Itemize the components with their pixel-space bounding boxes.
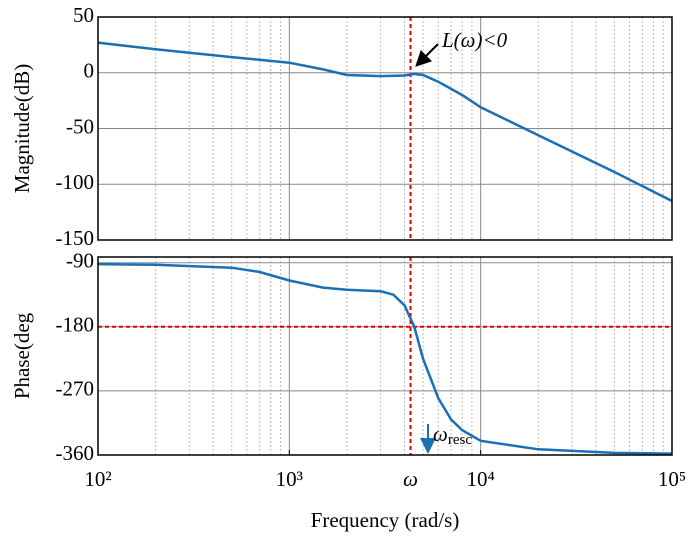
annotation-arrow xyxy=(415,43,439,67)
y-tick-label: -270 xyxy=(56,377,95,401)
plot-frame xyxy=(97,16,673,241)
plot-frame xyxy=(97,256,673,456)
curve xyxy=(97,41,673,203)
y-tick-label: -100 xyxy=(56,170,95,194)
x-tick-label: 10⁵ xyxy=(658,467,686,491)
x-axis-label: Frequency (rad/s) xyxy=(311,508,460,532)
y-tick-label: -90 xyxy=(66,249,94,273)
y-axis-label: Magnitude(dB) xyxy=(10,64,34,193)
y-tick-label: 0 xyxy=(84,59,95,83)
curve xyxy=(97,262,673,455)
marker-label: ω xyxy=(403,467,418,491)
annotation: ωresc xyxy=(433,422,472,449)
annotation-subscript: resc xyxy=(448,432,472,448)
y-tick-label: -50 xyxy=(66,114,94,138)
annotation-symbol: ω xyxy=(433,422,448,446)
y-tick-label: -360 xyxy=(56,441,95,465)
y-tick-label: 50 xyxy=(73,3,94,27)
y-tick-label: -150 xyxy=(56,226,95,250)
x-tick-label: 10² xyxy=(84,467,111,491)
x-tick-label: 10⁴ xyxy=(467,467,495,491)
y-axis-label: Phase(deg xyxy=(10,312,34,399)
y-tick-label: -180 xyxy=(56,313,95,337)
annotation: L(ω)<0 xyxy=(441,28,508,52)
x-tick-label: 10³ xyxy=(276,467,303,491)
